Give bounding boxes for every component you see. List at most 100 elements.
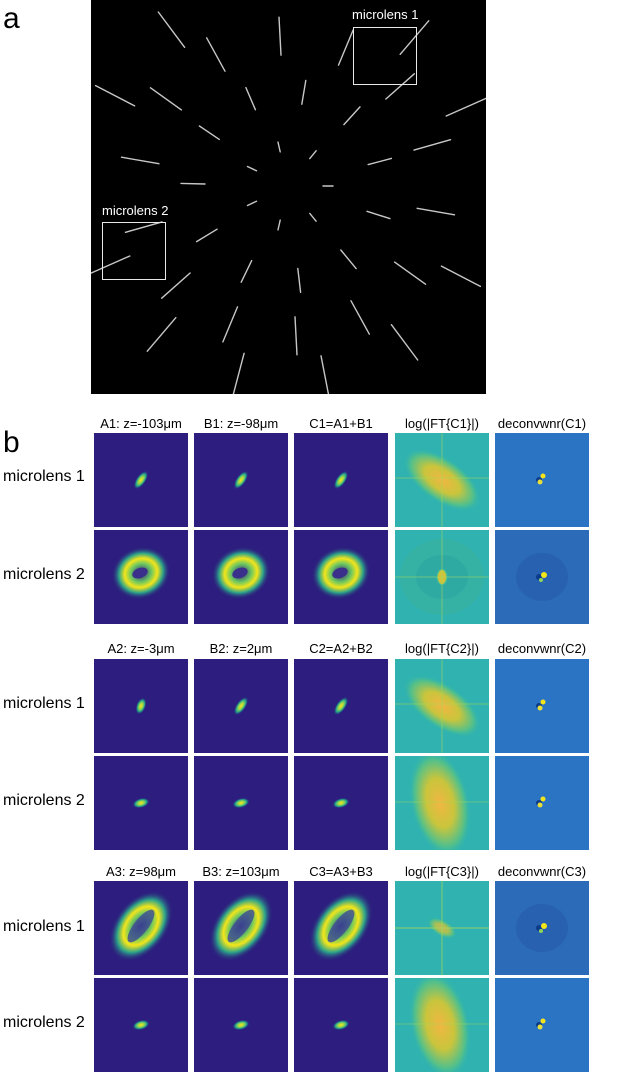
column-header: C1=A1+B1 [309,416,373,431]
streak [160,272,191,299]
psf-tile [395,659,489,753]
psf-tile [395,433,489,527]
psf-tile [495,530,589,624]
streak [393,261,427,285]
streak [385,73,415,100]
psf-tile [94,881,188,975]
roi-label-microlens-1: microlens 1 [352,7,419,22]
column-header: B2: z=2μm [209,641,273,656]
psf-tile [495,659,589,753]
panel-b-label: b [3,426,20,459]
streak [198,125,221,141]
streak [205,37,226,72]
streak [124,221,163,234]
column-header: log(|FT{C1}|) [405,416,479,431]
psf-tile [395,881,489,975]
psf-tile [395,756,489,850]
streak [297,267,302,293]
column-header: A1: z=-103μm [100,416,182,431]
column-header: B1: z=-98μm [203,416,279,431]
streak [301,79,307,105]
streak [340,249,357,270]
column-header: deconvwnr(C1) [497,416,587,431]
streak [246,200,258,207]
streak [294,316,298,356]
psf-tile [294,978,388,1072]
streak [320,355,330,394]
psf-tile [94,433,188,527]
roi-label-microlens-2: microlens 2 [102,203,169,218]
column-header: log(|FT{C2}|) [405,641,479,656]
row-label-microlens-2: microlens 2 [3,566,85,583]
psf-tile [194,881,288,975]
streak [278,16,282,56]
psf-tile [294,433,388,527]
streak [277,141,281,153]
streak [366,210,391,220]
psf-tile [194,978,288,1072]
psf-tile [294,756,388,850]
psf-tile [495,978,589,1072]
streak [440,265,482,288]
streak [180,182,206,185]
streak [246,165,258,172]
streak-pattern [91,11,486,394]
row-label-microlens-1: microlens 1 [3,468,85,485]
streak [222,306,239,343]
column-header: A2: z=-3μm [107,641,175,656]
streak [309,150,317,160]
panel-a-label: a [3,2,20,35]
psf-tile [294,881,388,975]
column-header: B3: z=103μm [202,864,280,879]
streak [343,106,361,126]
roi-box-microlens-1 [353,27,417,85]
psf-tile [395,530,489,624]
psf-tile [94,756,188,850]
column-header: A3: z=98μm [106,864,176,879]
row-label-microlens-1: microlens 1 [3,918,85,935]
streak [337,29,354,66]
psf-tile [495,756,589,850]
streak [157,11,186,48]
streak [120,156,160,165]
streak [309,212,317,222]
streak [94,84,136,107]
column-header: deconvwnr(C2) [497,641,587,656]
psf-tile [194,433,288,527]
psf-tile [194,659,288,753]
column-header: log(|FT{C3}|) [405,864,479,879]
microlens-array-image: microlens 1 microlens 2 [91,0,486,394]
column-header: deconvwnr(C3) [497,864,587,879]
streak [445,97,486,117]
streak [416,207,456,216]
psf-tile [495,433,589,527]
psf-tile [395,978,489,1072]
streak [413,138,452,151]
psf-tile [294,530,388,624]
psf-tile [294,659,388,753]
streak [195,228,218,243]
streak [277,219,281,231]
row-label-microlens-1: microlens 1 [3,695,85,712]
psf-tile [94,530,188,624]
streak [91,255,131,274]
psf-tile [194,530,288,624]
streak [146,317,177,352]
psf-tile [194,756,288,850]
roi-box-microlens-2 [102,222,166,280]
streak [350,300,370,335]
psf-tile [94,659,188,753]
streak [240,259,253,283]
column-header: C3=A3+B3 [309,864,373,879]
streak [399,20,430,55]
column-header: C2=A2+B2 [309,641,373,656]
streak [390,324,419,361]
streak [149,87,183,111]
row-label-microlens-2: microlens 2 [3,792,85,809]
row-label-microlens-2: microlens 2 [3,1014,85,1031]
psf-tile [495,881,589,975]
psf-tile [94,978,188,1072]
streak [367,157,393,166]
streak [245,86,257,111]
streak [232,352,245,394]
